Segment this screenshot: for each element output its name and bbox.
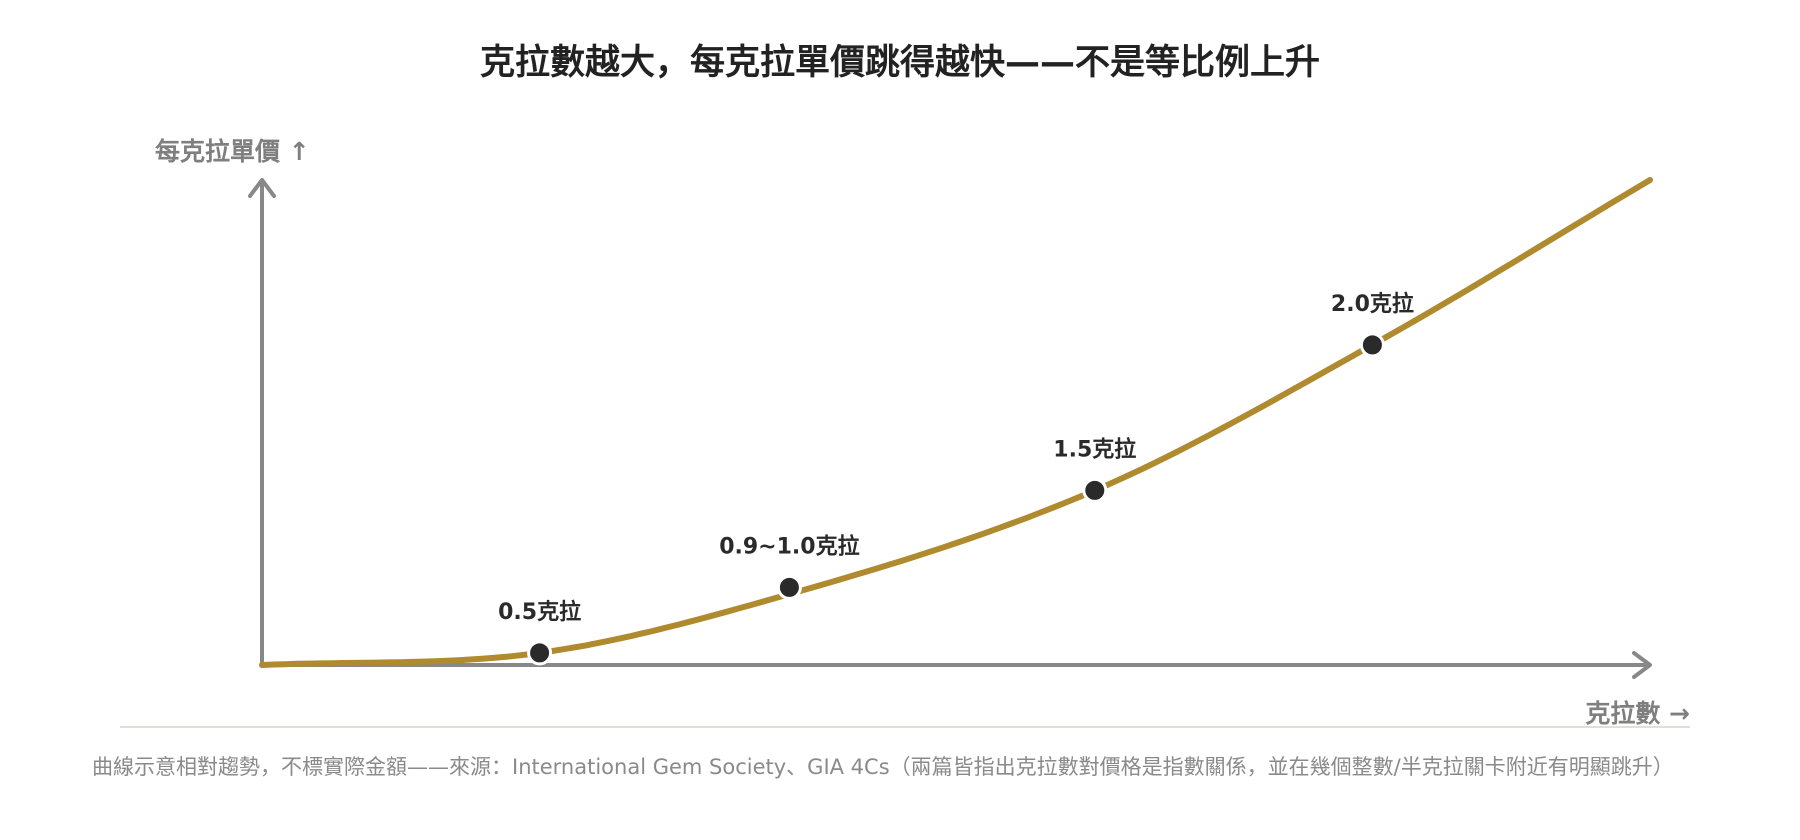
data-point-label: 0.5克拉 — [498, 599, 581, 625]
y-axis-label: 每克拉單價 ↑ — [155, 137, 310, 166]
footnote: 曲線示意相對趨勢，不標實際金額——來源：International Gem So… — [92, 755, 1674, 779]
data-point — [527, 640, 553, 666]
series-layer — [259, 177, 1653, 668]
x-axis-arrowhead — [1632, 651, 1652, 679]
x-axis-label: 克拉數 → — [1585, 699, 1690, 728]
points-layer: 0.5克拉 0.9~1.0克拉 1.5克拉 2.0克拉 — [498, 291, 1414, 666]
price-curve — [259, 177, 1653, 668]
data-point-label: 2.0克拉 — [1331, 291, 1414, 317]
chart-title: 克拉數越大，每克拉單價跳得越快——不是等比例上升 — [480, 43, 1320, 83]
data-point-label: 0.9~1.0克拉 — [719, 533, 859, 559]
data-point — [1359, 332, 1385, 358]
data-point — [1082, 477, 1108, 503]
data-point — [776, 574, 802, 600]
y-axis-arrowhead — [248, 178, 276, 198]
data-point-label: 1.5克拉 — [1053, 436, 1136, 462]
